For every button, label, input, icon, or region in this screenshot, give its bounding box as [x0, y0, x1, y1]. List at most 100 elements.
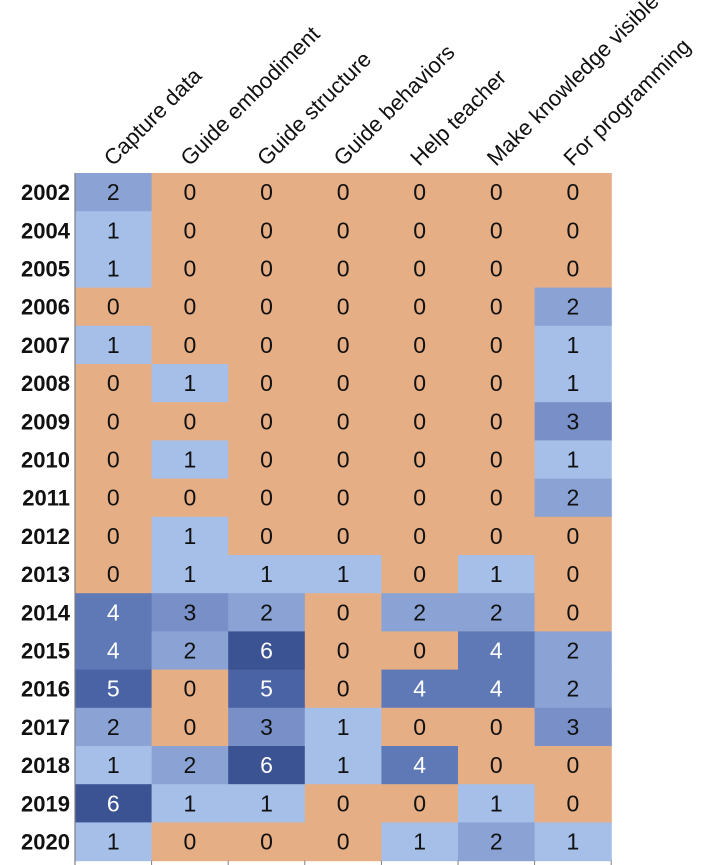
cell-value-label: 0	[184, 408, 197, 434]
heatmap-cell	[75, 440, 153, 480]
heatmap-cell	[458, 707, 536, 747]
heatmap-cell	[75, 669, 153, 709]
cell-value-label: 0	[337, 370, 350, 396]
cell-value-label: 2	[107, 714, 120, 740]
heatmap-cell	[458, 249, 536, 289]
cell-value-label: 0	[490, 217, 503, 243]
heatmap-cell	[381, 211, 459, 250]
cell-value-label: 1	[413, 829, 426, 855]
cell-value-label: 0	[413, 447, 426, 473]
heatmap-cell	[75, 249, 153, 289]
heatmap-cell	[458, 173, 536, 212]
cell-value-label: 0	[413, 408, 426, 434]
cell-value-label: 0	[184, 676, 197, 702]
row-label: 2017	[21, 715, 70, 740]
cell-value-label: 3	[567, 714, 580, 740]
heatmap-cell	[151, 746, 229, 785]
heatmap-cell	[381, 555, 459, 594]
heatmap-cell	[228, 440, 306, 480]
cell-value-label: 0	[490, 485, 503, 511]
cell-value-label: 0	[337, 485, 350, 511]
heatmap-cell	[75, 211, 153, 250]
cell-value-label: 0	[260, 447, 273, 473]
heatmap-cell	[381, 478, 459, 518]
row-labels: 2002 2004 2005 2006 2007 2008 2009 2010 2011 2012…	[21, 180, 71, 854]
heatmap-cell	[534, 287, 612, 327]
heatmap-cell	[304, 822, 382, 862]
heatmap-cell	[151, 784, 229, 823]
heatmap-cell	[381, 325, 459, 365]
cell-value-label: 2	[184, 638, 197, 664]
heatmap-cell	[534, 746, 612, 785]
heatmap-cell	[458, 440, 536, 480]
heatmap-cell	[381, 440, 459, 480]
cell-value-label: 0	[107, 523, 120, 549]
row-label: 2005	[21, 257, 70, 282]
heatmap-cell	[151, 440, 229, 480]
heatmap-cell	[534, 669, 612, 709]
cell-value-label: 0	[260, 523, 273, 549]
heatmap-cell	[381, 364, 459, 403]
cell-value-label: 0	[490, 523, 503, 549]
heatmap-cell	[151, 631, 229, 671]
cell-value-label: 0	[337, 294, 350, 320]
heatmap-cell	[228, 364, 306, 403]
cell-value-label: 0	[567, 752, 580, 778]
heatmap-cell	[151, 402, 229, 441]
heatmap-cell	[151, 249, 229, 289]
cell-value-label: 2	[260, 599, 273, 625]
cell-value-label: 0	[413, 179, 426, 205]
cell-value-label: 0	[490, 447, 503, 473]
cell-value-label: 0	[184, 179, 197, 205]
row-label: 2008	[21, 371, 70, 396]
cell-value-label: 0	[184, 294, 197, 320]
heatmap-cell	[75, 555, 153, 594]
heatmap-cell	[75, 287, 153, 327]
heatmap-cell	[75, 593, 153, 632]
cell-value-label: 0	[107, 294, 120, 320]
heatmap-cell	[228, 822, 306, 862]
heatmap-cell	[534, 364, 612, 403]
cell-value-label: 0	[337, 217, 350, 243]
cell-value-label: 1	[260, 790, 273, 816]
heatmap-cell	[75, 364, 153, 403]
heatmap-cell	[534, 822, 612, 862]
cell-value-label: 0	[413, 256, 426, 282]
cell-value-label: 0	[413, 714, 426, 740]
heatmap-cell	[228, 631, 306, 671]
row-label: 2006	[21, 295, 70, 320]
cell-value-label: 1	[107, 829, 120, 855]
cell-value-label: 0	[413, 638, 426, 664]
heatmap-cell	[151, 707, 229, 747]
cell-value-label: 0	[260, 829, 273, 855]
heatmap-cell	[151, 516, 229, 556]
heatmap-cell	[534, 707, 612, 747]
cell-value-label: 6	[260, 752, 273, 778]
cell-value-label: 0	[337, 408, 350, 434]
cell-value-label: 0	[567, 790, 580, 816]
heatmap-cell	[228, 555, 306, 594]
row-label: 2013	[21, 562, 70, 587]
cell-value-label: 0	[567, 217, 580, 243]
heatmap-cell	[458, 211, 536, 250]
cell-value-label: 0	[337, 179, 350, 205]
cell-value-label: 3	[260, 714, 273, 740]
heatmap-cell	[75, 746, 153, 785]
heatmap-cell	[304, 211, 382, 250]
cell-value-label: 0	[490, 714, 503, 740]
cell-value-label: 1	[260, 561, 273, 587]
cell-value-label: 1	[337, 714, 350, 740]
heatmap-cell	[458, 669, 536, 709]
cell-value-label: 0	[184, 485, 197, 511]
cell-value-label: 0	[337, 676, 350, 702]
heatmap-cell	[458, 364, 536, 403]
row-label: 2010	[21, 448, 70, 473]
cell-value-label: 0	[567, 599, 580, 625]
cell-value-label: 2	[567, 294, 580, 320]
heatmap-cell	[304, 669, 382, 709]
heatmap-cell	[534, 478, 612, 518]
heatmap-cell	[381, 707, 459, 747]
cell-value-label: 5	[107, 676, 120, 702]
cell-value-label: 0	[490, 332, 503, 358]
